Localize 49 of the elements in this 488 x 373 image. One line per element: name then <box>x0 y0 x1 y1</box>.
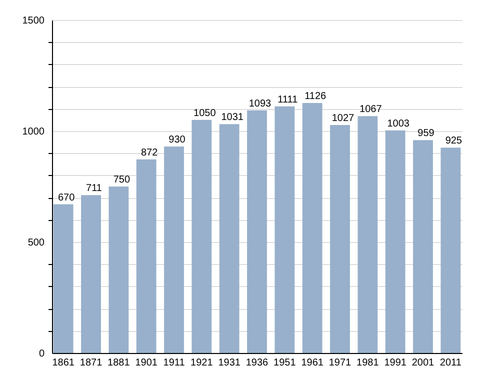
data-label: 670 <box>58 192 76 204</box>
x-tick-label: 1936 <box>246 358 269 368</box>
x-tick-label: 1901 <box>135 358 158 368</box>
bar <box>302 103 322 353</box>
data-label: 1067 <box>360 104 382 116</box>
bar <box>53 204 74 353</box>
x-tick-label: 2001 <box>412 358 435 368</box>
bar <box>136 159 156 353</box>
data-label: 1031 <box>221 112 244 124</box>
x-tick-label: 1961 <box>301 358 324 368</box>
bar <box>108 186 129 353</box>
bar <box>330 125 350 353</box>
bar <box>440 148 461 353</box>
bar <box>164 146 184 353</box>
data-label: 1050 <box>194 108 216 119</box>
x-tick-label: 1861 <box>52 358 75 368</box>
data-label: 1093 <box>248 98 272 110</box>
bar <box>81 195 101 353</box>
x-tick-label: 1871 <box>80 358 103 368</box>
data-label: 959 <box>418 128 435 140</box>
bar <box>413 140 433 353</box>
data-label: 1126 <box>304 91 327 102</box>
data-label: 1111 <box>278 94 298 106</box>
bar <box>358 116 378 353</box>
y-tick-label: 1000 <box>22 126 45 138</box>
x-tick-label: 1991 <box>384 358 407 368</box>
y-tick-label: 500 <box>28 238 45 248</box>
x-tick-label: 1931 <box>218 358 241 368</box>
data-label: 1027 <box>332 113 355 124</box>
bar <box>192 120 212 353</box>
data-label: 750 <box>113 174 130 186</box>
x-tick-label: 2011 <box>440 358 462 368</box>
x-tick-label: 1951 <box>274 358 296 368</box>
data-label: 711 <box>86 183 102 194</box>
data-label: 1003 <box>387 118 410 130</box>
data-label: 930 <box>168 134 186 146</box>
y-tick-label: 1500 <box>22 16 45 26</box>
data-label: 872 <box>140 147 158 158</box>
x-tick-label: 1911 <box>163 358 186 368</box>
data-label: 925 <box>445 136 462 147</box>
x-tick-label: 1971 <box>328 358 352 368</box>
x-tick-label: 1881 <box>108 358 130 368</box>
bar <box>219 124 240 353</box>
y-tick-label: 0 <box>38 348 45 360</box>
x-tick-label: 1981 <box>356 358 380 368</box>
bar <box>247 110 267 353</box>
bar <box>274 106 295 353</box>
x-tick-label: 1921 <box>190 358 214 368</box>
bar <box>385 130 406 353</box>
